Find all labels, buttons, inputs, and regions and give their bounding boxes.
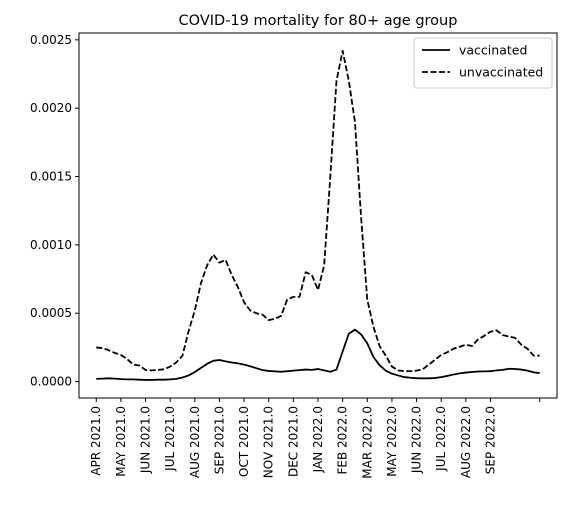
y-tick-label: 0.0015 [30,170,72,184]
x-tick-label: SEP 2021.0 [212,406,226,474]
plot-lines [96,49,540,381]
series-line-unvaccinated [96,49,540,373]
legend: vaccinated unvaccinated [413,37,553,89]
series-line-vaccinated [96,328,540,381]
x-tick-label: DEC 2021.0 [286,406,300,477]
x-tick-label: NOV 2021.0 [262,406,276,478]
x-tick-label: MAY 2022.0 [385,406,399,477]
x-tick-label: SEP 2022.0 [483,406,497,474]
y-axis: 0.0000 0.0005 0.0010 0.0015 0.0020 0.0025 [30,33,79,389]
x-tick-label: JUN 2022.0 [410,406,424,474]
x-tick-label: JUL 2021.0 [163,406,177,472]
x-tick-label: JUN 2021.0 [139,406,153,474]
x-tick-label: AUG 2021.0 [188,406,202,478]
x-tick-label: AUG 2022.0 [459,406,473,478]
y-tick-label: 0.0010 [30,238,72,252]
x-tick-label: FEB 2022.0 [336,406,350,475]
y-tick-label: 0.0000 [30,375,72,389]
x-tick-label: OCT 2021.0 [237,406,251,477]
x-tick-label: MAR 2022.0 [360,406,374,479]
legend-label-vaccinated: vaccinated [459,43,527,58]
x-tick-label: MAY 2021.0 [114,406,128,477]
chart-title: COVID-19 mortality for 80+ age group [179,13,458,29]
y-tick-label: 0.0005 [30,306,72,320]
x-tick-label: APR 2021.0 [89,406,103,476]
y-tick-label: 0.0020 [30,101,72,115]
x-axis: APR 2021.0 MAY 2021.0 JUN 2021.0 JUL 2021.0… [89,398,541,479]
legend-label-unvaccinated: unvaccinated [459,65,543,80]
x-tick-label: JUL 2022.0 [434,406,448,472]
y-tick-label: 0.0025 [30,33,72,47]
x-tick-label: JAN 2022.0 [311,406,325,473]
